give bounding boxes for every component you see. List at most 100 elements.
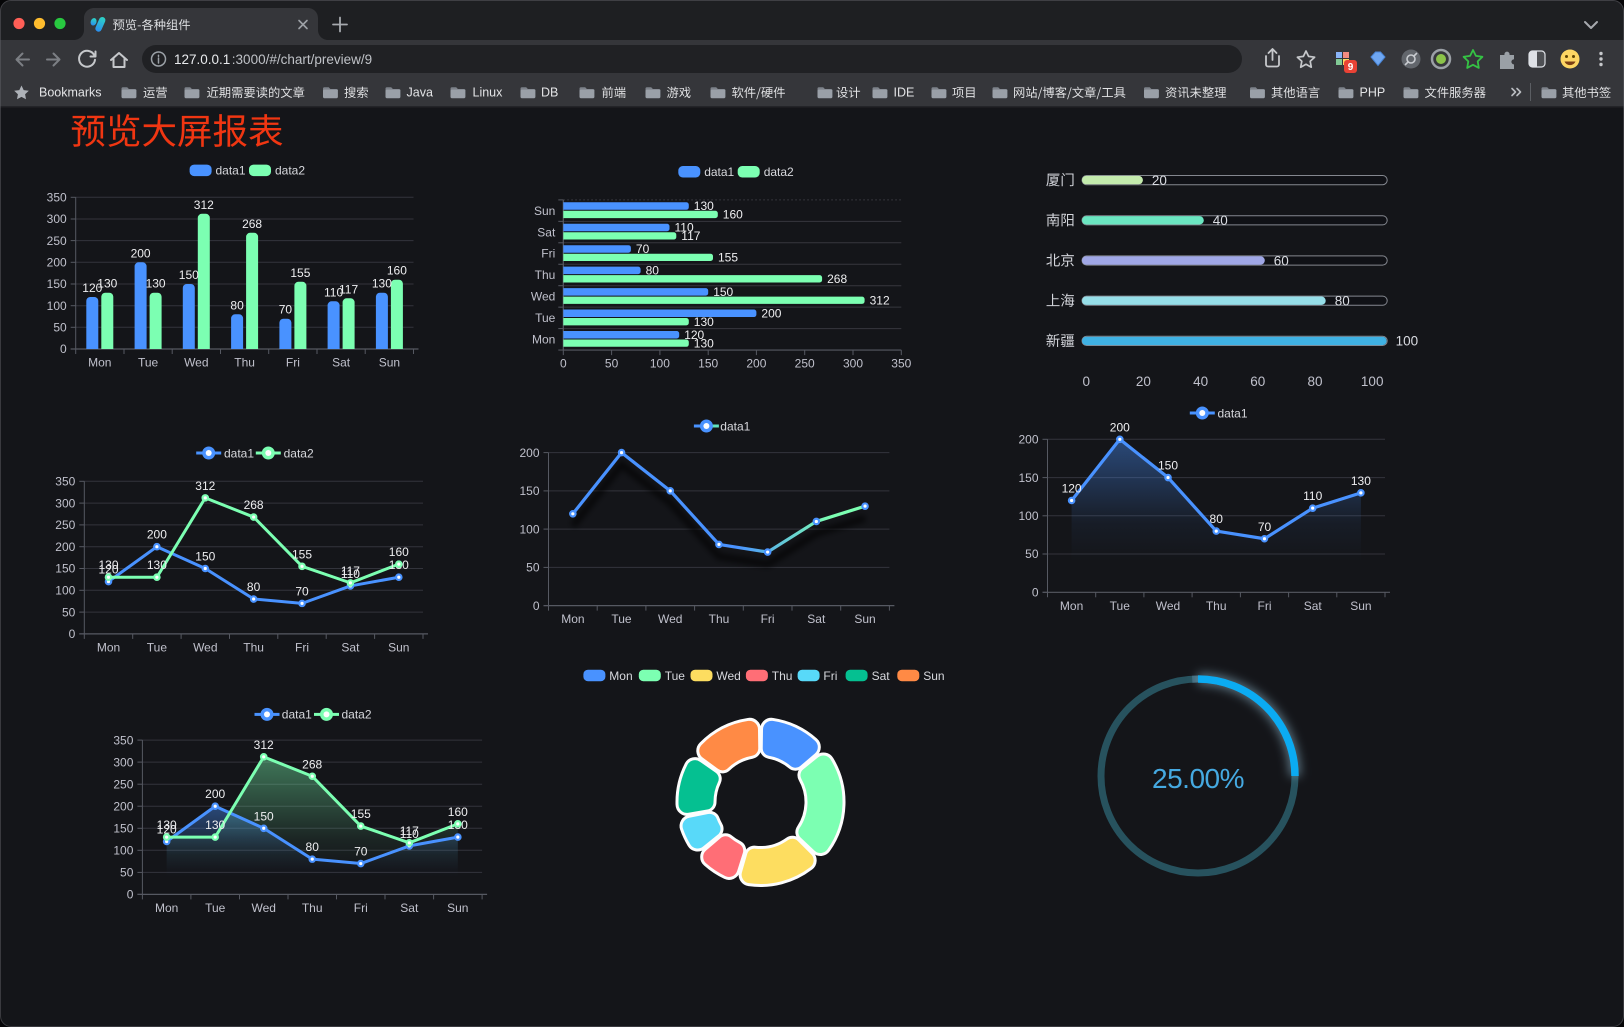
svg-text:Fri: Fri — [286, 356, 300, 370]
svg-text:117: 117 — [341, 564, 360, 578]
svg-text:60: 60 — [1274, 253, 1289, 268]
svg-text:312: 312 — [194, 198, 214, 212]
svg-text:160: 160 — [448, 805, 468, 819]
svg-text:Sat: Sat — [807, 612, 826, 626]
svg-text:312: 312 — [870, 293, 890, 307]
svg-text:130: 130 — [1351, 474, 1371, 488]
svg-text:268: 268 — [244, 498, 264, 512]
svg-text:100: 100 — [1018, 509, 1038, 523]
svg-text:Mon: Mon — [88, 356, 111, 370]
svg-text:Linux: Linux — [473, 86, 504, 100]
svg-text:300: 300 — [113, 755, 133, 769]
svg-text:Sun: Sun — [388, 640, 409, 654]
svg-text:50: 50 — [526, 561, 540, 575]
svg-text:130: 130 — [372, 277, 392, 291]
svg-text:150: 150 — [1018, 471, 1038, 485]
svg-text:250: 250 — [47, 234, 67, 248]
svg-text:Fri: Fri — [354, 901, 368, 915]
svg-text:250: 250 — [795, 357, 815, 371]
svg-text:150: 150 — [254, 809, 274, 823]
svg-text:130: 130 — [97, 277, 117, 291]
svg-text:120: 120 — [684, 328, 704, 342]
svg-text:50: 50 — [1025, 547, 1039, 561]
svg-text:Fri: Fri — [823, 669, 837, 683]
svg-text:100: 100 — [55, 584, 75, 598]
svg-text:Wed: Wed — [184, 356, 208, 370]
svg-text:150: 150 — [47, 277, 67, 291]
svg-text:Wed: Wed — [1156, 599, 1180, 613]
svg-text:155: 155 — [290, 266, 310, 280]
svg-text:data2: data2 — [275, 164, 305, 178]
svg-text:Mon: Mon — [561, 612, 584, 626]
svg-text:200: 200 — [519, 446, 539, 460]
svg-text:80: 80 — [1210, 512, 1224, 526]
svg-text:data2: data2 — [342, 708, 372, 722]
svg-text:Tue: Tue — [1110, 599, 1131, 613]
svg-text:130: 130 — [98, 558, 118, 572]
svg-text:Java: Java — [407, 86, 433, 100]
svg-text:Sun: Sun — [379, 356, 400, 370]
svg-text:117: 117 — [400, 824, 419, 838]
svg-text:150: 150 — [698, 357, 718, 371]
svg-text:80: 80 — [1335, 294, 1350, 309]
svg-text:Sat: Sat — [341, 640, 360, 654]
svg-text:130: 130 — [694, 315, 714, 329]
svg-text:Thu: Thu — [772, 669, 793, 683]
svg-text:200: 200 — [1018, 433, 1038, 447]
svg-text:110: 110 — [341, 567, 360, 581]
svg-text:80: 80 — [1307, 374, 1322, 389]
svg-text:80: 80 — [247, 580, 261, 594]
svg-text:120: 120 — [157, 823, 177, 837]
svg-text:data1: data1 — [224, 446, 254, 460]
svg-text:300: 300 — [55, 496, 75, 510]
svg-text:0: 0 — [1082, 374, 1090, 389]
svg-text:300: 300 — [843, 357, 863, 371]
svg-text:40: 40 — [1193, 374, 1208, 389]
svg-text:120: 120 — [98, 563, 118, 577]
svg-text:data1: data1 — [216, 164, 246, 178]
svg-text:Thu: Thu — [709, 612, 730, 626]
svg-text:100: 100 — [47, 299, 67, 313]
svg-text:200: 200 — [1110, 420, 1130, 434]
svg-text:0: 0 — [1032, 586, 1039, 600]
svg-text:Wed: Wed — [716, 669, 740, 683]
svg-text:Tue: Tue — [147, 640, 168, 654]
svg-text:250: 250 — [55, 518, 75, 532]
svg-text:50: 50 — [605, 357, 619, 371]
svg-text:200: 200 — [761, 307, 781, 321]
svg-text:200: 200 — [47, 256, 67, 270]
svg-text:110: 110 — [675, 221, 694, 235]
svg-text:Mon: Mon — [532, 333, 555, 347]
svg-text:150: 150 — [713, 285, 733, 299]
svg-text:Thu: Thu — [243, 640, 264, 654]
svg-text:data1: data1 — [704, 165, 734, 179]
svg-text:100: 100 — [1361, 374, 1384, 389]
svg-text:25.00%: 25.00% — [1152, 763, 1244, 794]
svg-text:117: 117 — [681, 229, 700, 243]
svg-text:Tue: Tue — [535, 311, 556, 325]
svg-text:100: 100 — [1396, 334, 1419, 349]
svg-text:Sat: Sat — [537, 225, 556, 239]
svg-text:300: 300 — [47, 212, 67, 226]
svg-text:40: 40 — [1213, 213, 1228, 228]
svg-text:250: 250 — [113, 777, 133, 791]
svg-text:Fri: Fri — [541, 247, 555, 261]
svg-text:130: 130 — [157, 818, 177, 832]
svg-text:268: 268 — [302, 757, 322, 771]
svg-text:IDE: IDE — [894, 86, 915, 100]
svg-text:100: 100 — [650, 357, 670, 371]
svg-text:50: 50 — [62, 605, 76, 619]
svg-text:312: 312 — [195, 479, 215, 493]
svg-text:312: 312 — [254, 738, 274, 752]
svg-text:Sun: Sun — [534, 204, 555, 218]
svg-text:9: 9 — [1348, 62, 1354, 73]
svg-text:Sat: Sat — [332, 356, 351, 370]
svg-text:120: 120 — [82, 281, 102, 295]
svg-text:130: 130 — [147, 558, 167, 572]
svg-text:150: 150 — [55, 562, 75, 576]
svg-text:268: 268 — [827, 272, 847, 286]
svg-text:Sun: Sun — [447, 901, 468, 915]
svg-text:60: 60 — [1250, 374, 1265, 389]
svg-text:160: 160 — [387, 264, 407, 278]
svg-text:70: 70 — [636, 242, 650, 256]
